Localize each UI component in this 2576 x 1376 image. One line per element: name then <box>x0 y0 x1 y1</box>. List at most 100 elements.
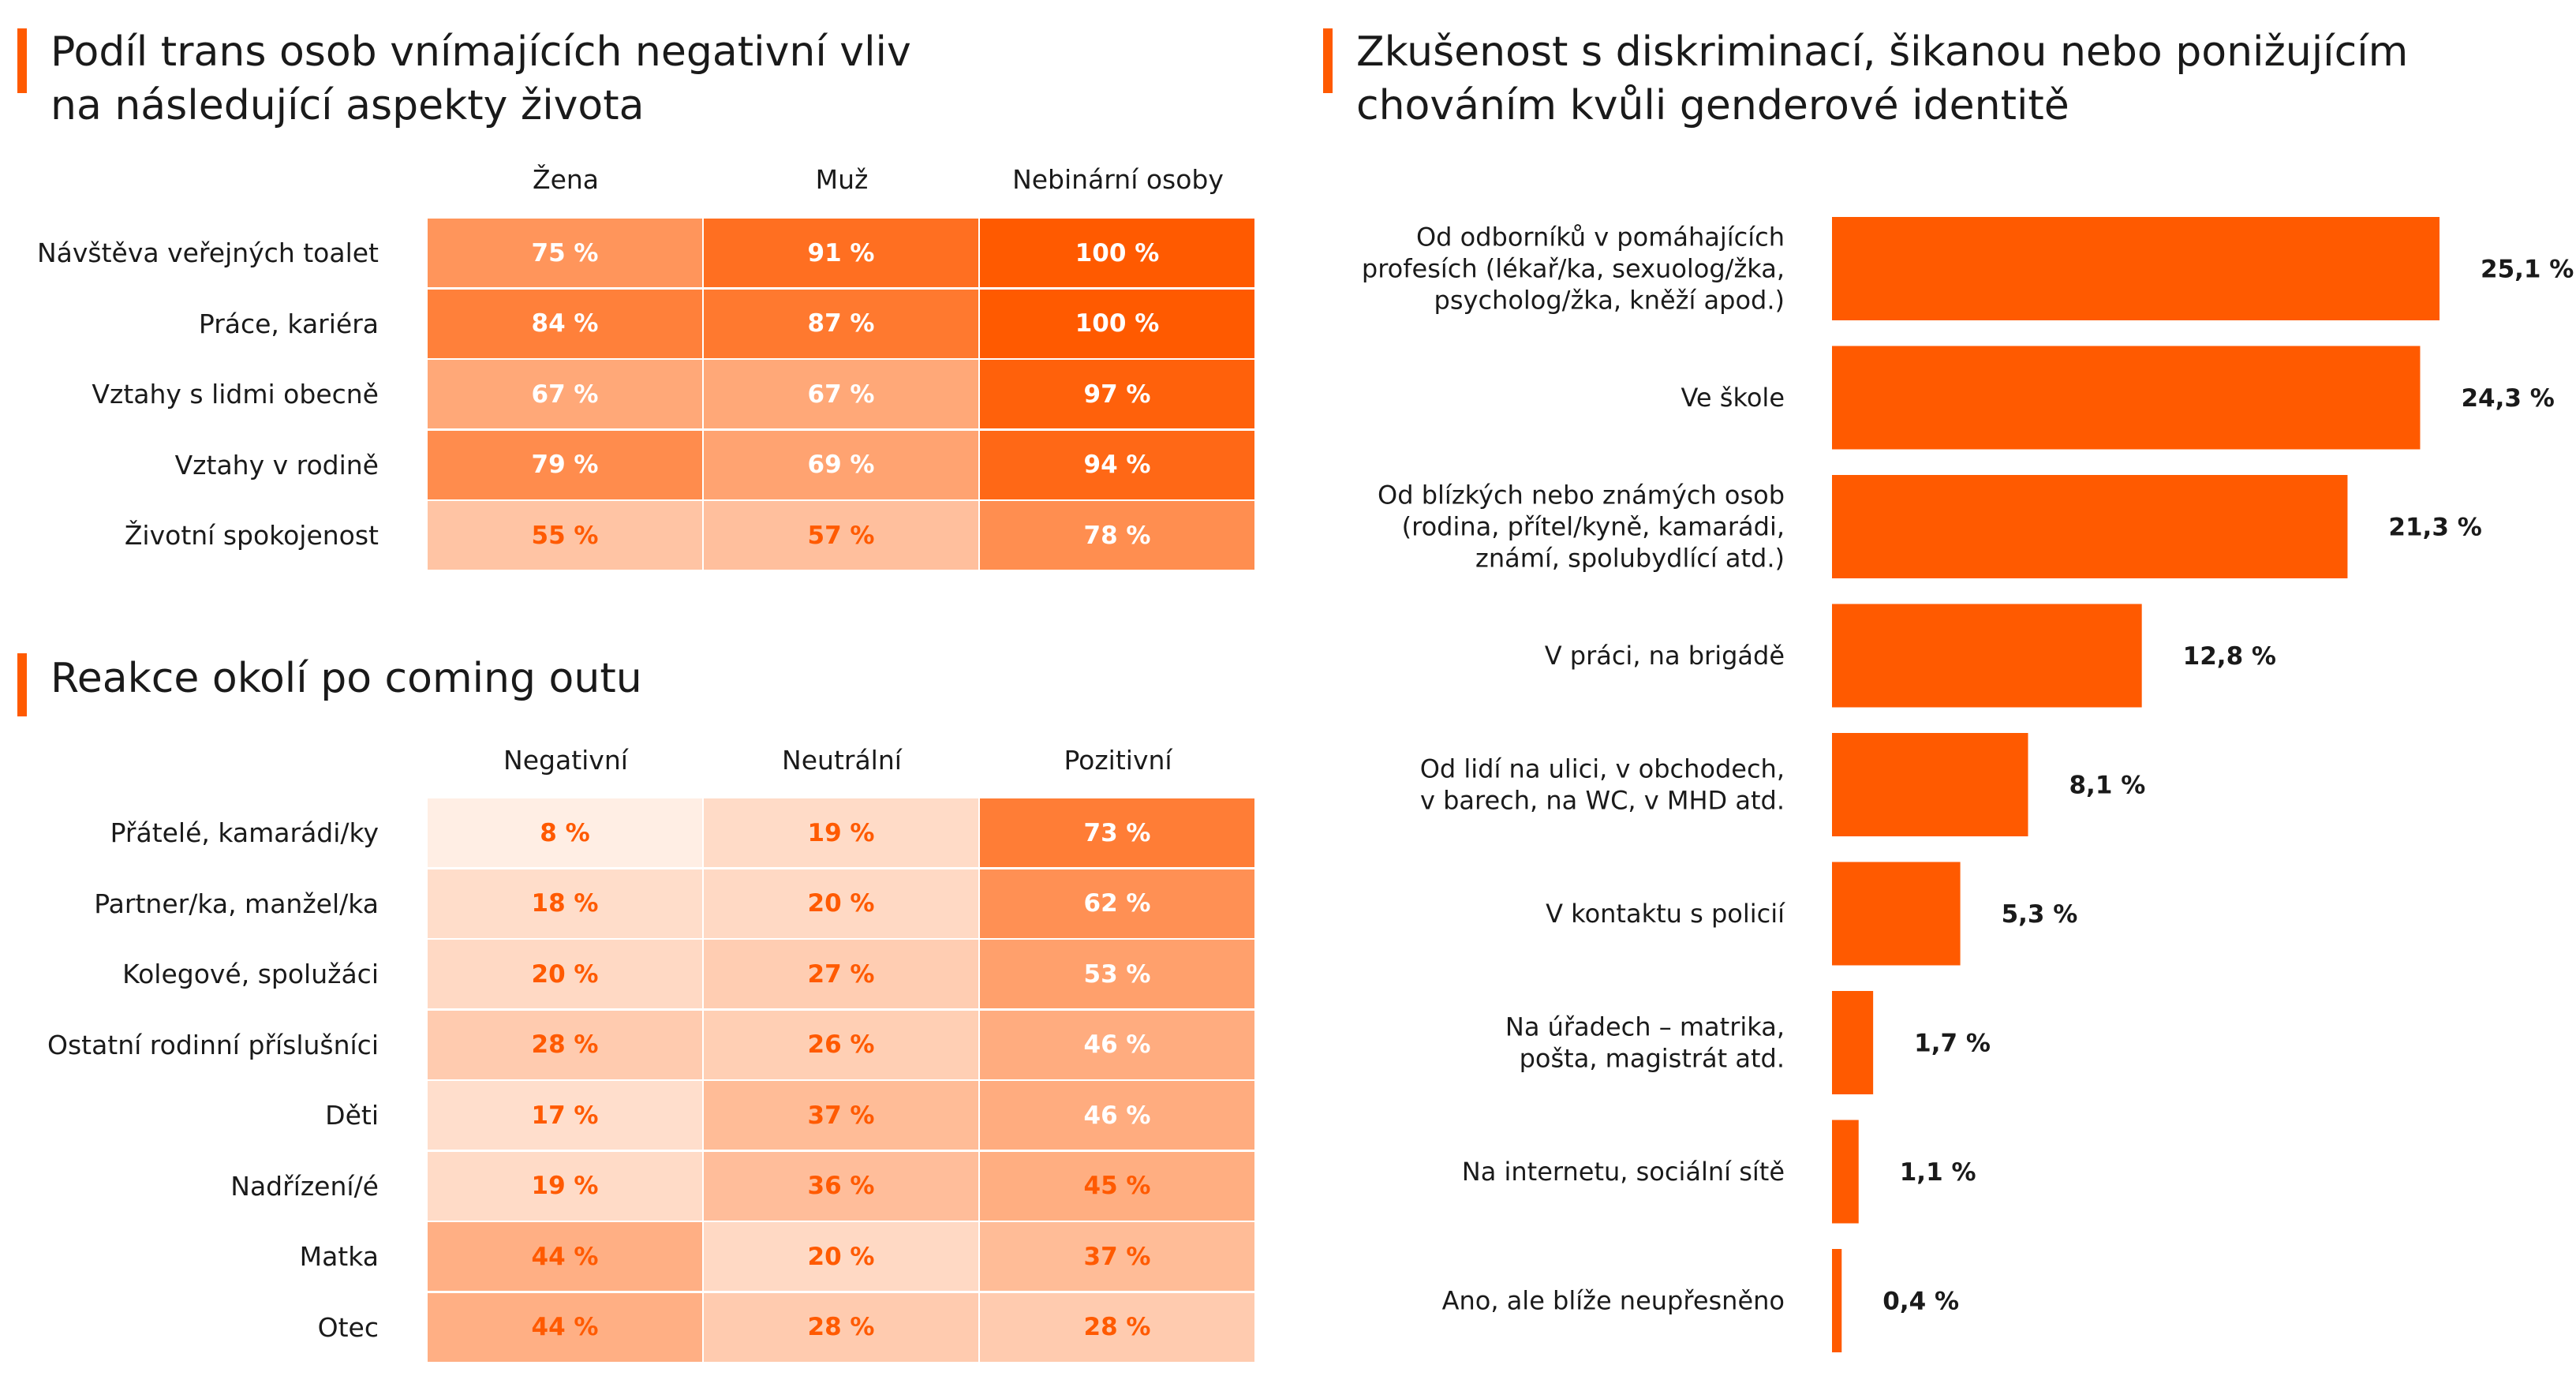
category-label-line: Ano, ale blíže neupřesněno <box>1442 1286 1785 1316</box>
heat-cell: 19 % <box>704 798 978 867</box>
heat-cell: 57 % <box>704 501 978 570</box>
bar <box>1832 733 2028 836</box>
bar <box>1832 1120 1859 1224</box>
chart-title-line1: Zkušenost s diskriminací, šikanou nebo p… <box>1356 28 2409 76</box>
heat-cell: 79 % <box>428 430 702 499</box>
category-label-line: profesích (lékař/ka, sexuolog/žka, <box>1362 254 1785 284</box>
bar <box>1832 862 1961 966</box>
category-label-line: Na úřadech – matrika, <box>1505 1012 1785 1042</box>
bar <box>1832 991 1874 1094</box>
category-label: V kontaktu s policií <box>1546 899 1785 929</box>
category-label-line: Od odborníků v pomáhajících <box>1416 222 1785 252</box>
heat-cell: 62 % <box>980 869 1254 938</box>
bar-value-label: 8,1 % <box>2069 772 2145 800</box>
row-label: Nadřízení/é <box>230 1170 379 1202</box>
heat-cell: 8 % <box>428 798 702 867</box>
heat-cell: 18 % <box>428 869 702 938</box>
heat-cell: 55 % <box>428 501 702 570</box>
table1-title-line1: Podíl trans osob vnímajících negativní v… <box>50 28 911 76</box>
bar-value-label: 25,1 % <box>2481 256 2574 284</box>
heat-cell: 46 % <box>980 1010 1254 1079</box>
category-label-line: (rodina, přítel/kyně, kamarádi, <box>1402 512 1785 542</box>
heat-cell: 28 % <box>980 1292 1254 1362</box>
table2-title: Reakce okolí po coming outu <box>50 655 642 702</box>
row-label: Vztahy v rodině <box>174 449 379 480</box>
heat-cell: 26 % <box>704 1010 978 1079</box>
category-label-line: Ve škole <box>1681 383 1785 413</box>
heat-cell: 37 % <box>704 1081 978 1150</box>
category-label: Od blízkých nebo známých osob (rodina, př… <box>1378 480 1785 574</box>
category-label: Na úřadech – matrika, pošta, magistrát at… <box>1505 1012 1785 1074</box>
bar-value-label: 5,3 % <box>2002 900 2078 929</box>
bar-value-label: 1,7 % <box>1914 1030 1991 1058</box>
row-label: Otec <box>317 1311 379 1343</box>
heat-cell: 19 % <box>428 1151 702 1221</box>
row-label: Návštěva veřejných toalet <box>36 237 379 268</box>
heat-cell: 46 % <box>980 1081 1254 1150</box>
heat-cell: 87 % <box>704 289 978 358</box>
row-label: Matka <box>299 1241 379 1272</box>
category-label: Ve škole <box>1681 383 1785 413</box>
chart-title-line2: chováním kvůli genderové identitě <box>1356 82 2069 129</box>
row-label: Životní spokojenost <box>124 520 379 551</box>
heat-cell: 45 % <box>980 1151 1254 1221</box>
table1-title-block: Podíl trans osob vnímajících negativní v… <box>17 25 911 133</box>
heat-cell: 37 % <box>980 1222 1254 1291</box>
heat-cell: 94 % <box>980 430 1254 499</box>
category-label-line: V práci, na brigádě <box>1545 641 1785 671</box>
bar <box>1832 1249 1842 1352</box>
column-header: Pozitivní <box>1064 745 1172 776</box>
heat-cell: 100 % <box>980 219 1254 287</box>
heat-cell: 97 % <box>980 360 1254 428</box>
heat-cell: 75 % <box>428 219 702 287</box>
bar-value-label: 21,3 % <box>2388 514 2481 542</box>
category-label: V práci, na brigádě <box>1545 641 1785 671</box>
heat-cell: 91 % <box>704 219 978 287</box>
bar-value-label: 1,1 % <box>1900 1158 1976 1187</box>
heat-cell: 78 % <box>980 501 1254 570</box>
heat-cell: 20 % <box>704 869 978 938</box>
category-label: Ano, ale blíže neupřesněno <box>1442 1286 1785 1316</box>
category-label: Od lidí na ulici, v obchodech, v barech, … <box>1420 754 1785 816</box>
category-label-line: psycholog/žka, kněží apod.) <box>1434 286 1785 316</box>
table1-title-line2: na následující aspekty života <box>50 82 645 129</box>
category-label: Na internetu, sociální sítě <box>1462 1157 1785 1187</box>
bar <box>1832 604 2142 708</box>
column-header: Nebinární osoby <box>1012 164 1224 195</box>
row-label: Děti <box>325 1100 379 1131</box>
row-label: Partner/ka, manžel/ka <box>94 888 379 919</box>
category-label-line: pošta, magistrát atd. <box>1520 1044 1785 1074</box>
column-header: Muž <box>815 164 869 195</box>
heat-cell: 69 % <box>704 430 978 499</box>
chart-title-block: Zkušenost s diskriminací, šikanou nebo p… <box>1323 25 2408 133</box>
table2-title-block: Reakce okolí po coming outu <box>17 652 642 716</box>
heat-cell: 73 % <box>980 798 1254 867</box>
heat-cell: 28 % <box>428 1010 702 1079</box>
title-accent-bar <box>17 653 27 716</box>
heat-cell: 84 % <box>428 289 702 358</box>
heat-cell: 44 % <box>428 1222 702 1291</box>
heat-cell: 67 % <box>704 360 978 428</box>
heat-cell: 53 % <box>980 940 1254 1008</box>
row-label: Přátelé, kamarádi/ky <box>110 817 379 848</box>
row-label: Vztahy s lidmi obecně <box>92 379 379 409</box>
heat-cell: 44 % <box>428 1292 702 1362</box>
row-label: Kolegové, spolužáci <box>122 959 379 989</box>
column-header: Negativní <box>503 745 628 776</box>
bar-value-label: 24,3 % <box>2461 384 2554 413</box>
heat-cell: 28 % <box>704 1292 978 1362</box>
category-label-line: Od lidí na ulici, v obchodech, <box>1420 754 1785 784</box>
category-label-line: Od blízkých nebo známých osob <box>1378 480 1785 510</box>
bar <box>1832 217 2440 320</box>
category-label-line: Na internetu, sociální sítě <box>1462 1157 1785 1187</box>
column-header: Neutrální <box>782 745 902 776</box>
bar-value-label: 12,8 % <box>2183 642 2276 671</box>
category-label: Od odborníků v pomáhajících profesích (lé… <box>1362 222 1785 316</box>
title-accent-bar <box>17 28 27 93</box>
row-label: Práce, kariéra <box>198 308 379 339</box>
heat-cell: 67 % <box>428 360 702 428</box>
bar <box>1832 475 2348 578</box>
bar-value-label: 0,4 % <box>1882 1288 1959 1316</box>
heat-cell: 17 % <box>428 1081 702 1150</box>
bar <box>1832 346 2421 450</box>
